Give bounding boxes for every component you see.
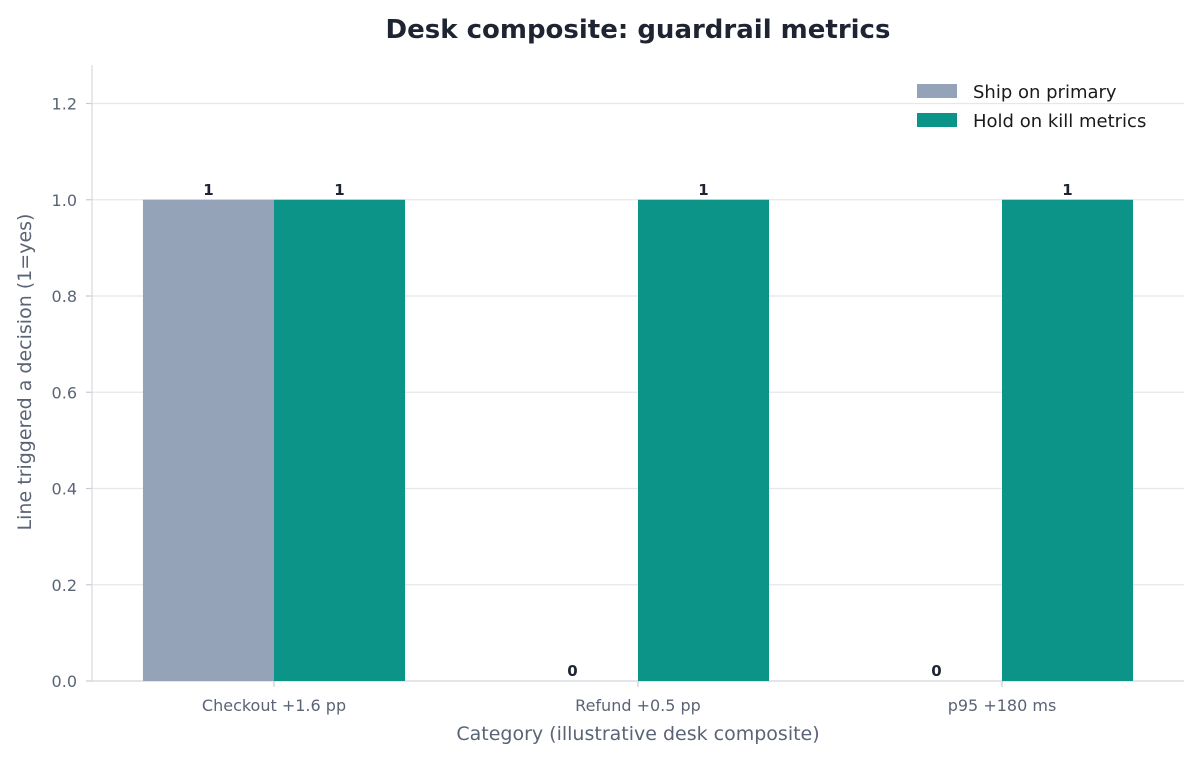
bars — [142, 199, 1134, 681]
y-tick-label: 1.0 — [52, 191, 77, 210]
data-label: 1 — [1062, 181, 1072, 199]
bar-hold-on-kill-metrics-checkout-1-6-pp — [274, 199, 406, 681]
y-tick-label: 0.0 — [52, 672, 77, 691]
data-label: 1 — [334, 181, 344, 199]
bar-hold-on-kill-metrics-refund-0-5-pp — [638, 199, 770, 681]
legend: Ship on primary Hold on kill metrics — [917, 82, 1146, 132]
bar-ship-on-primary-checkout-1-6-pp — [142, 199, 274, 681]
x-tick-label: Checkout +1.6 pp — [202, 696, 346, 715]
y-tick-label: 1.2 — [52, 95, 77, 114]
y-tick-label: 0.8 — [52, 287, 77, 306]
legend-label-hold-on-kill-metrics: Hold on kill metrics — [973, 111, 1146, 132]
chart-title: Desk composite: guardrail metrics — [386, 15, 891, 45]
y-tick-label: 0.4 — [52, 480, 77, 499]
y-tick-label: 0.2 — [52, 576, 77, 595]
data-labels: 1 1 0 1 0 1 — [203, 181, 1072, 680]
bar-hold-on-kill-metrics-p95-180-ms — [1002, 199, 1134, 681]
x-axis-label: Category (illustrative desk composite) — [456, 723, 819, 745]
data-label: 0 — [567, 662, 577, 680]
x-tick-label: p95 +180 ms — [948, 696, 1057, 715]
legend-swatch-hold-on-kill-metrics — [917, 113, 957, 127]
data-label: 0 — [931, 662, 941, 680]
legend-swatch-ship-on-primary — [917, 84, 957, 98]
x-tick-label: Refund +0.5 pp — [575, 696, 701, 715]
legend-label-ship-on-primary: Ship on primary — [973, 82, 1117, 103]
data-label: 1 — [203, 181, 213, 199]
data-label: 1 — [698, 181, 708, 199]
y-tick-label: 0.6 — [52, 383, 77, 402]
tick-labels: 0.0 0.2 0.4 0.6 0.8 1.0 1.2 Checkout +1.6 pp Ref… — [52, 95, 1057, 716]
y-axis-label: Line triggered a decision (1=yes) — [14, 214, 36, 531]
